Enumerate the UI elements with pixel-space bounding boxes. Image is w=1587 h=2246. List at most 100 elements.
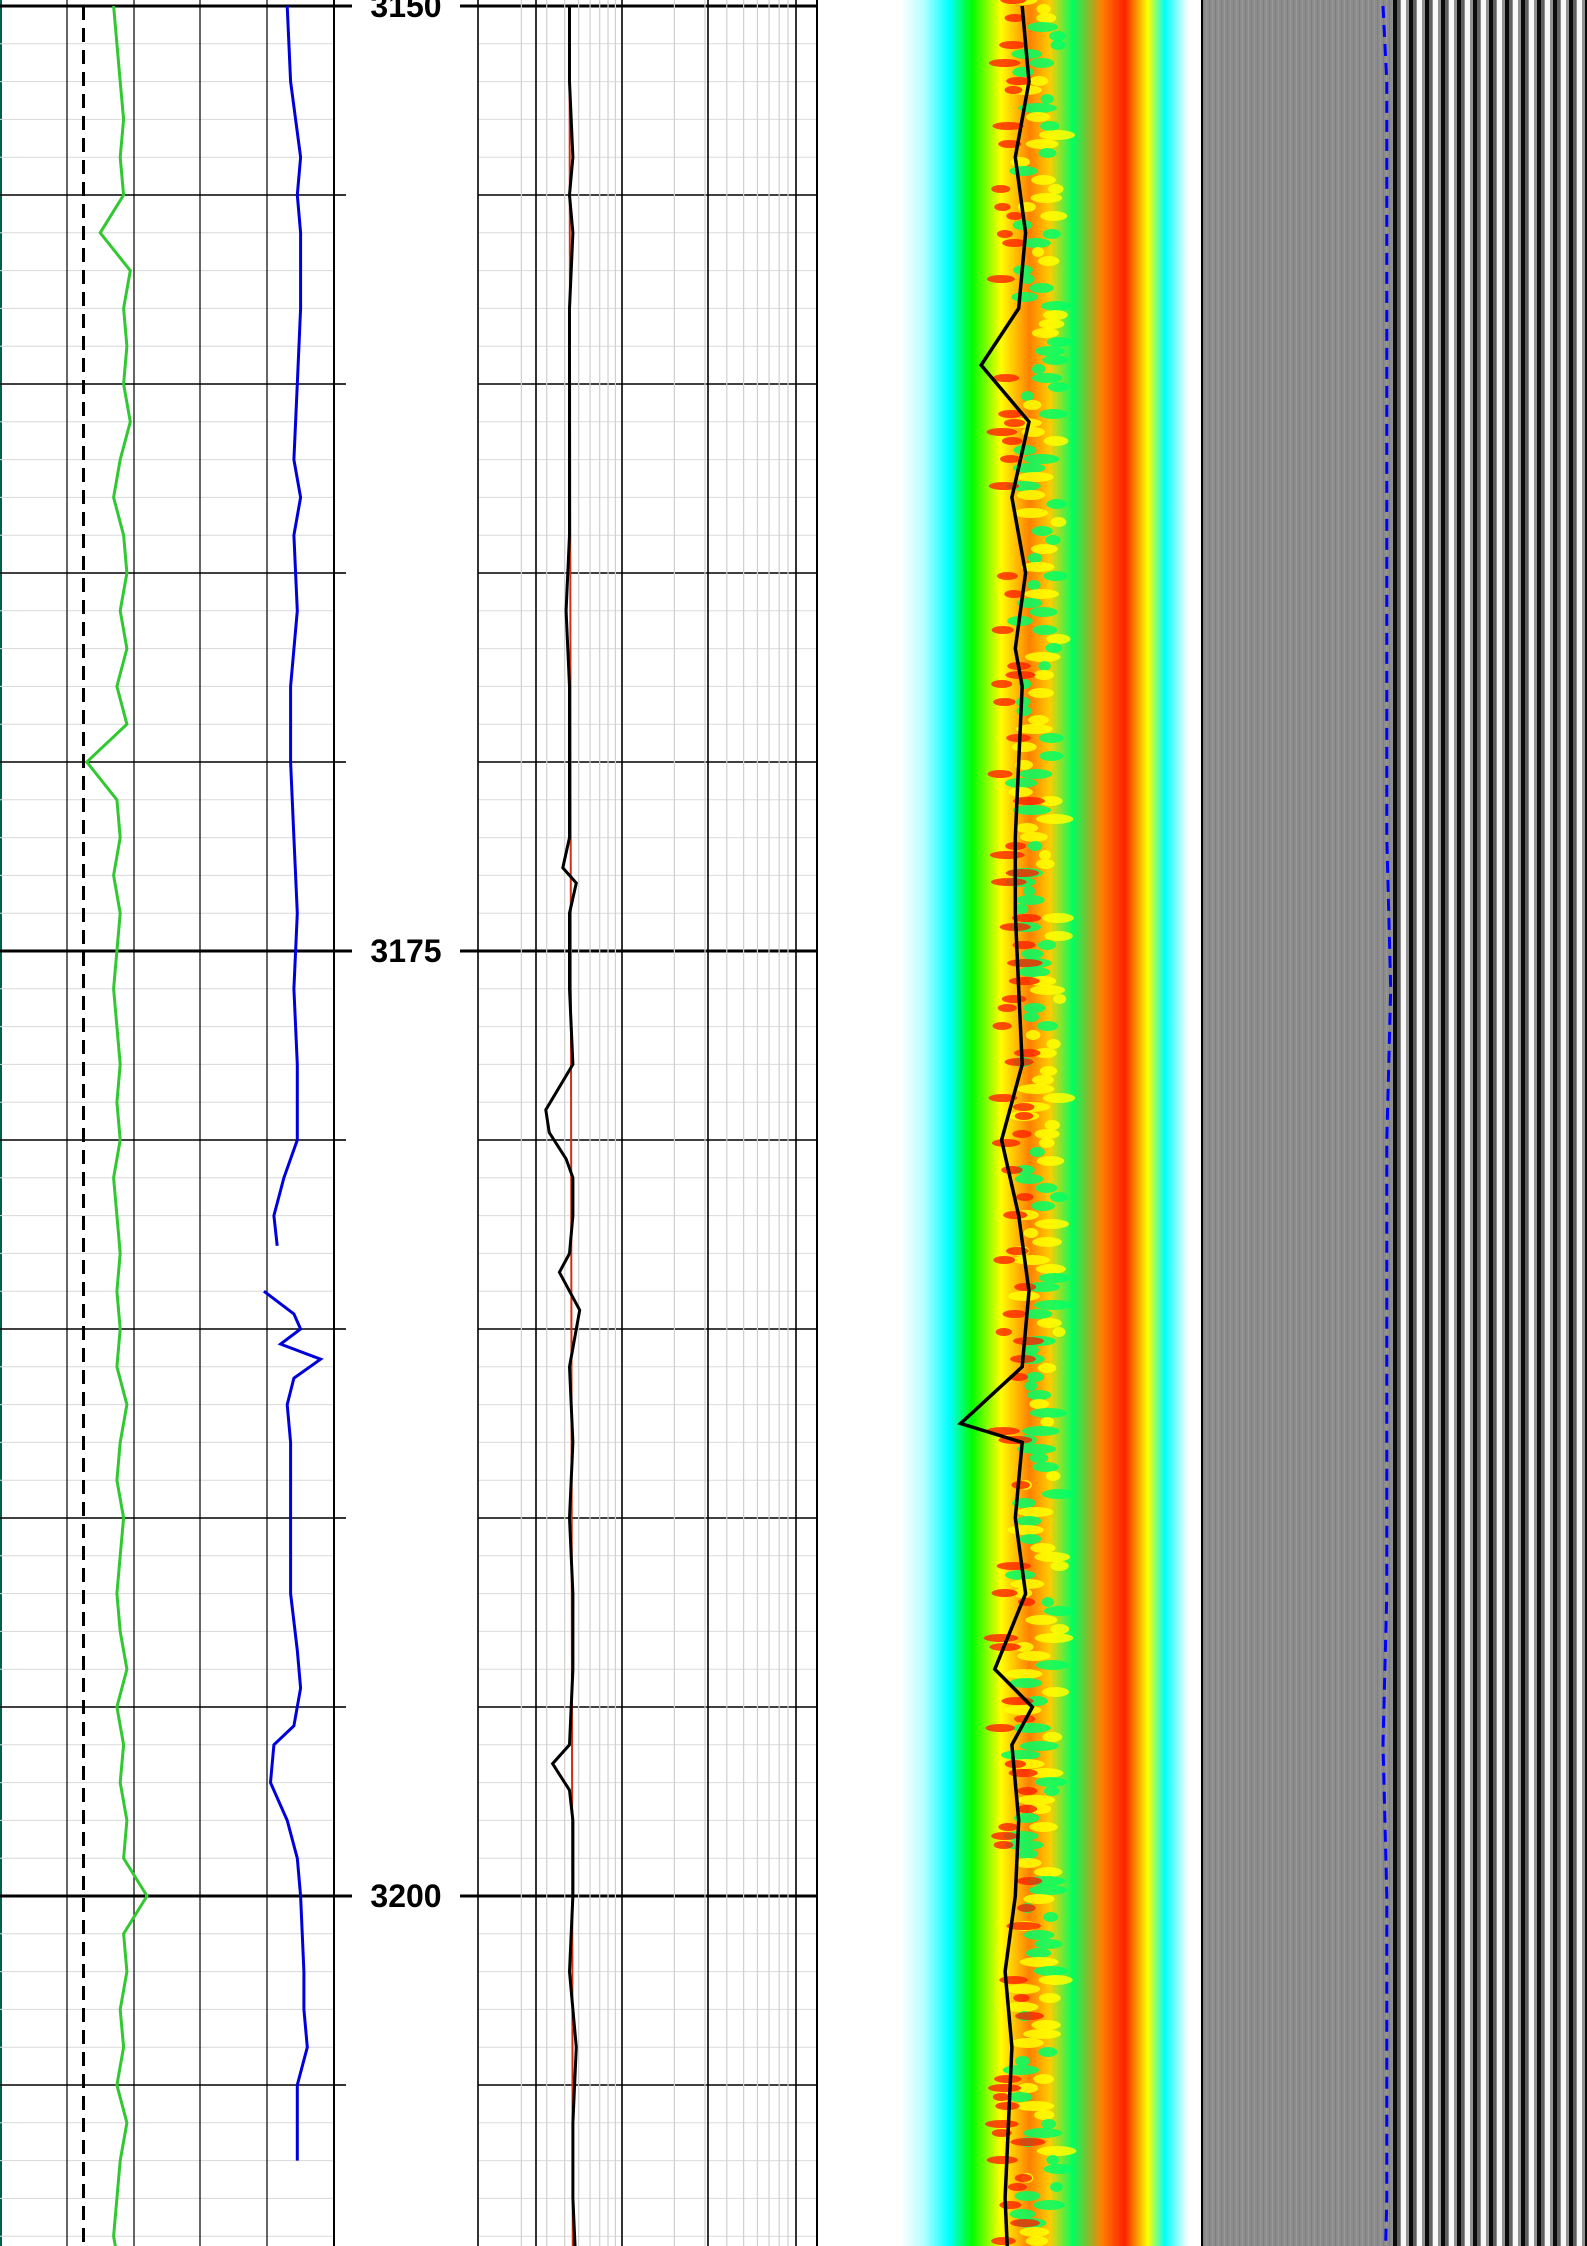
heatmap-cell bbox=[992, 374, 1020, 382]
heatmap-cell bbox=[1047, 382, 1069, 392]
heatmap-cell bbox=[1000, 455, 1021, 463]
heatmap-cell bbox=[1019, 1957, 1059, 1967]
heatmap-cell bbox=[992, 1022, 1012, 1030]
heatmap-cell bbox=[988, 1094, 1018, 1102]
heatmap-cell bbox=[998, 410, 1023, 418]
heatmap-cell bbox=[1052, 1327, 1066, 1337]
heatmap-cell bbox=[1015, 2012, 1045, 2020]
heatmap-cell bbox=[1017, 1904, 1036, 1912]
heatmap-cell bbox=[1007, 2183, 1027, 2191]
heatmap-cell bbox=[1015, 724, 1053, 734]
heatmap-cell bbox=[1043, 571, 1068, 581]
heatmap-cell bbox=[1004, 1570, 1036, 1580]
heatmap-cell bbox=[1010, 1579, 1045, 1589]
heatmap-cell bbox=[1053, 994, 1067, 1004]
heatmap-cell bbox=[1043, 2164, 1075, 2174]
heatmap-cell bbox=[990, 878, 1027, 886]
heatmap-cell bbox=[1013, 904, 1029, 914]
heatmap-cell bbox=[1007, 959, 1043, 967]
heatmap-cell bbox=[1023, 1309, 1053, 1319]
heatmap-cell bbox=[1033, 2074, 1055, 2084]
heatmap-cell bbox=[1013, 508, 1049, 518]
heatmap-cell bbox=[991, 1589, 1018, 1597]
heatmap-cell bbox=[1011, 292, 1039, 302]
heatmap-cell bbox=[1034, 1129, 1060, 1139]
heatmap-cell bbox=[999, 41, 1027, 49]
heatmap-cell bbox=[1024, 1345, 1039, 1355]
heatmap-cell bbox=[1021, 562, 1055, 572]
heatmap-cell bbox=[1016, 706, 1032, 716]
heatmap-cell bbox=[1004, 1058, 1034, 1066]
track-1-series-line bbox=[262, 1290, 324, 2161]
heatmap-cell bbox=[1022, 1426, 1060, 1436]
heatmap-cell bbox=[1030, 193, 1063, 203]
heatmap-cell bbox=[1034, 2110, 1055, 2120]
heatmap-cell bbox=[1027, 841, 1043, 851]
heatmap-cell bbox=[1035, 1264, 1066, 1274]
heatmap-cell bbox=[1042, 1732, 1063, 1742]
heatmap-cell bbox=[1042, 913, 1074, 923]
heatmap-cell bbox=[1033, 670, 1055, 680]
heatmap-cell bbox=[1001, 1166, 1023, 1174]
heatmap-cell bbox=[1009, 166, 1038, 176]
track-1-series-line bbox=[272, 5, 303, 1246]
heatmap-cell bbox=[1019, 769, 1053, 779]
heatmap-cell bbox=[1011, 1481, 1030, 1489]
heatmap-cell bbox=[1013, 1049, 1041, 1057]
heatmap-cell bbox=[1029, 283, 1054, 293]
heatmap-cell bbox=[1017, 1849, 1038, 1859]
heatmap-cell bbox=[1036, 1021, 1059, 1031]
heatmap-cell bbox=[986, 428, 1018, 436]
heatmap-cell bbox=[1014, 1174, 1044, 1184]
heatmap-cell bbox=[1002, 239, 1027, 247]
heatmap-cell bbox=[1038, 1975, 1073, 1985]
track-3-overlay-line bbox=[957, 5, 1035, 2246]
heatmap-cell bbox=[1006, 212, 1024, 220]
heatmap-cell bbox=[1020, 391, 1034, 401]
heatmap-cell bbox=[1039, 130, 1076, 140]
heatmap-cell bbox=[1040, 121, 1060, 131]
heatmap-cell bbox=[993, 1841, 1014, 1849]
heatmap-cell bbox=[1025, 2236, 1049, 2246]
heatmap-cell bbox=[1036, 13, 1057, 23]
heatmap-cell bbox=[1025, 1372, 1045, 1382]
heatmap-cell bbox=[1005, 778, 1038, 788]
heatmap-cell bbox=[1010, 2138, 1046, 2146]
heatmap-cell bbox=[1025, 1948, 1052, 1958]
heatmap-cell bbox=[998, 140, 1022, 148]
heatmap-cell bbox=[1044, 931, 1073, 941]
heatmap-cell bbox=[1027, 580, 1041, 590]
heatmap-cell bbox=[1034, 1552, 1071, 1562]
heatmap-cell bbox=[1004, 1705, 1042, 1715]
heatmap-cell bbox=[1042, 229, 1061, 239]
heatmap-cell bbox=[992, 2093, 1010, 2101]
heatmap-cell bbox=[1036, 1318, 1062, 1328]
track-2-panel bbox=[477, 0, 818, 2246]
heatmap-cell bbox=[1025, 112, 1051, 122]
heatmap-cell bbox=[995, 1328, 1012, 1336]
heatmap-cell bbox=[1008, 977, 1040, 985]
heatmap-cell bbox=[1029, 1147, 1045, 1157]
heatmap-cell bbox=[1038, 319, 1065, 329]
heatmap-cell bbox=[1034, 1777, 1068, 1787]
heatmap-cell bbox=[1038, 2047, 1058, 2057]
heatmap-cell bbox=[1028, 715, 1049, 725]
heatmap-cell bbox=[1029, 985, 1066, 995]
heatmap-cell bbox=[987, 770, 1013, 778]
heatmap-cell bbox=[1002, 1310, 1027, 1318]
heatmap-cell bbox=[1017, 1084, 1055, 1094]
heatmap-cell bbox=[1011, 914, 1042, 922]
heatmap-cell bbox=[1011, 2038, 1044, 2048]
track-4-overlay-line bbox=[1381, 5, 1393, 2246]
heatmap-cell bbox=[1043, 1912, 1059, 1922]
heatmap-cell bbox=[1038, 733, 1064, 743]
heatmap-cell bbox=[1037, 256, 1060, 266]
heatmap-cell bbox=[986, 275, 1015, 283]
heatmap-cell bbox=[1028, 1885, 1068, 1895]
heatmap-cell bbox=[1043, 1093, 1076, 1103]
heatmap-cell bbox=[1036, 1156, 1065, 1166]
heatmap-cell bbox=[1050, 2182, 1063, 2192]
heatmap-cell bbox=[1037, 1363, 1057, 1373]
heatmap-cell bbox=[1043, 436, 1069, 446]
heatmap-cell bbox=[1025, 139, 1059, 149]
